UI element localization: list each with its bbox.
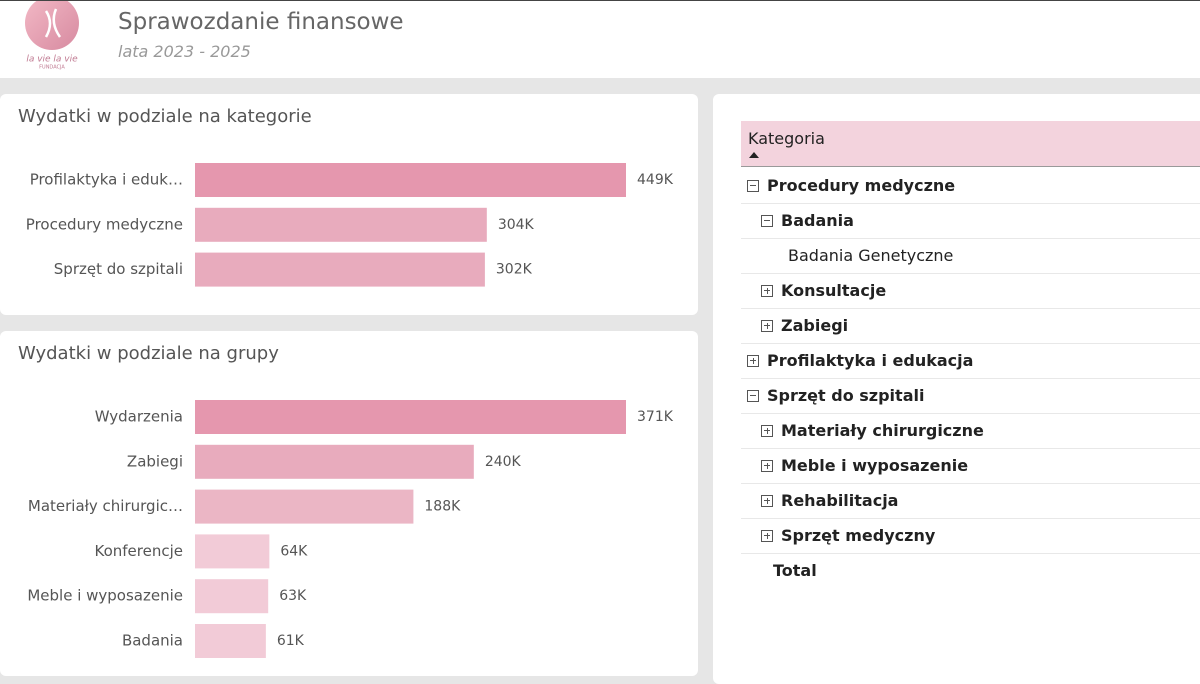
matrix-header-label: Kategoria xyxy=(748,129,825,148)
value-label: 61K xyxy=(277,633,305,649)
row-label: Badania xyxy=(781,211,854,230)
matrix-row: Materiały chirurgiczne xyxy=(741,413,1200,449)
sort-icon xyxy=(749,152,759,158)
category-label: Profilaktyka i eduk… xyxy=(30,171,183,189)
title: Sprawozdanie finansowe xyxy=(118,9,404,35)
matrix-row: Profilaktyka i edukacja xyxy=(741,343,1200,379)
value-label: 449K xyxy=(637,172,674,188)
bar xyxy=(195,252,485,287)
bar xyxy=(195,534,270,569)
total-label: Total xyxy=(773,561,817,580)
matrix-row: Sprzęt medyczny xyxy=(741,518,1200,554)
matrix-row: Rehabilitacja xyxy=(741,483,1200,519)
expand-icon xyxy=(747,389,759,402)
row-label: Konsultacje xyxy=(781,281,887,300)
expand-icon xyxy=(761,284,773,297)
row-label: Rehabilitacja xyxy=(781,491,899,510)
row-label: Profilaktyka i edukacja xyxy=(767,351,974,370)
value-label: 64K xyxy=(280,543,308,559)
matrix-row: Konsultacje xyxy=(741,273,1200,309)
matrix-total: Total xyxy=(741,553,1200,588)
row-label: Meble i wyposazenie xyxy=(781,456,969,475)
row-label: Zabiegi xyxy=(781,316,849,335)
bar xyxy=(195,400,626,434)
subtitle: lata 2023 - 2025 xyxy=(118,42,251,61)
value-label: 371K xyxy=(637,409,674,425)
expand-icon xyxy=(747,179,759,192)
category-label: Sprzęt do szpitali xyxy=(54,260,183,278)
logo-text: la vie la vie xyxy=(26,55,78,65)
bar xyxy=(195,207,487,242)
header: la vie la vie FUNDACJA Sprawozdanie fina… xyxy=(0,0,1200,78)
logo-sub: FUNDACJA xyxy=(39,65,65,71)
category-label: Konferencje xyxy=(95,542,184,560)
expand-icon xyxy=(747,354,759,367)
category-label: Wydarzenia xyxy=(95,408,183,426)
matrix-card: Kategoria Procedury medyczne Badania Badan… xyxy=(713,94,1200,684)
chart-title: Wydatki w podziale na kategorie xyxy=(18,106,312,127)
matrix-row: Badania xyxy=(741,203,1200,239)
matrix-row: Sprzęt do szpitali xyxy=(741,378,1200,414)
matrix-row: Badania Genetyczne xyxy=(741,238,1200,274)
value-label: 188K xyxy=(424,499,461,515)
bar xyxy=(195,579,269,614)
logo-circle xyxy=(25,1,79,50)
bar xyxy=(195,624,266,658)
row-label: Sprzęt medyczny xyxy=(781,526,936,545)
value-label: 304K xyxy=(498,217,535,233)
row-label: Badania Genetyczne xyxy=(788,246,954,265)
expand-icon xyxy=(761,424,773,437)
expand-icon xyxy=(761,319,773,332)
chart-card: Wydatki w podziale na grupy Wydarzenia 371… xyxy=(0,331,698,676)
chart-title: Wydatki w podziale na grupy xyxy=(18,343,279,364)
value-label: 302K xyxy=(496,262,533,278)
bar xyxy=(195,163,626,197)
bar xyxy=(195,444,474,479)
category-label: Procedury medyczne xyxy=(26,215,183,233)
matrix-row: Zabiegi xyxy=(741,308,1200,344)
value-label: 240K xyxy=(485,454,522,470)
expand-icon xyxy=(761,459,773,472)
value-label: 63K xyxy=(279,588,307,604)
category-label: Badania xyxy=(122,632,183,650)
category-label: Zabiegi xyxy=(127,452,183,470)
expand-icon xyxy=(761,494,773,507)
row-label: Procedury medyczne xyxy=(767,176,956,195)
logo: la vie la vie FUNDACJA xyxy=(25,1,79,71)
expand-icon xyxy=(761,214,773,227)
category-label: Meble i wyposazenie xyxy=(27,587,183,605)
bar xyxy=(195,489,414,524)
row-label: Sprzęt do szpitali xyxy=(767,386,925,405)
category-label: Materiały chirurgic… xyxy=(28,497,183,515)
chart-card: Wydatki w podziale na kategorie Profilakt… xyxy=(0,94,698,315)
matrix-row: Procedury medyczne xyxy=(741,168,1200,204)
matrix-header: Kategoria xyxy=(741,121,1200,167)
expand-icon xyxy=(761,529,773,542)
row-label: Materiały chirurgiczne xyxy=(781,421,984,440)
matrix-row: Meble i wyposazenie xyxy=(741,448,1200,484)
